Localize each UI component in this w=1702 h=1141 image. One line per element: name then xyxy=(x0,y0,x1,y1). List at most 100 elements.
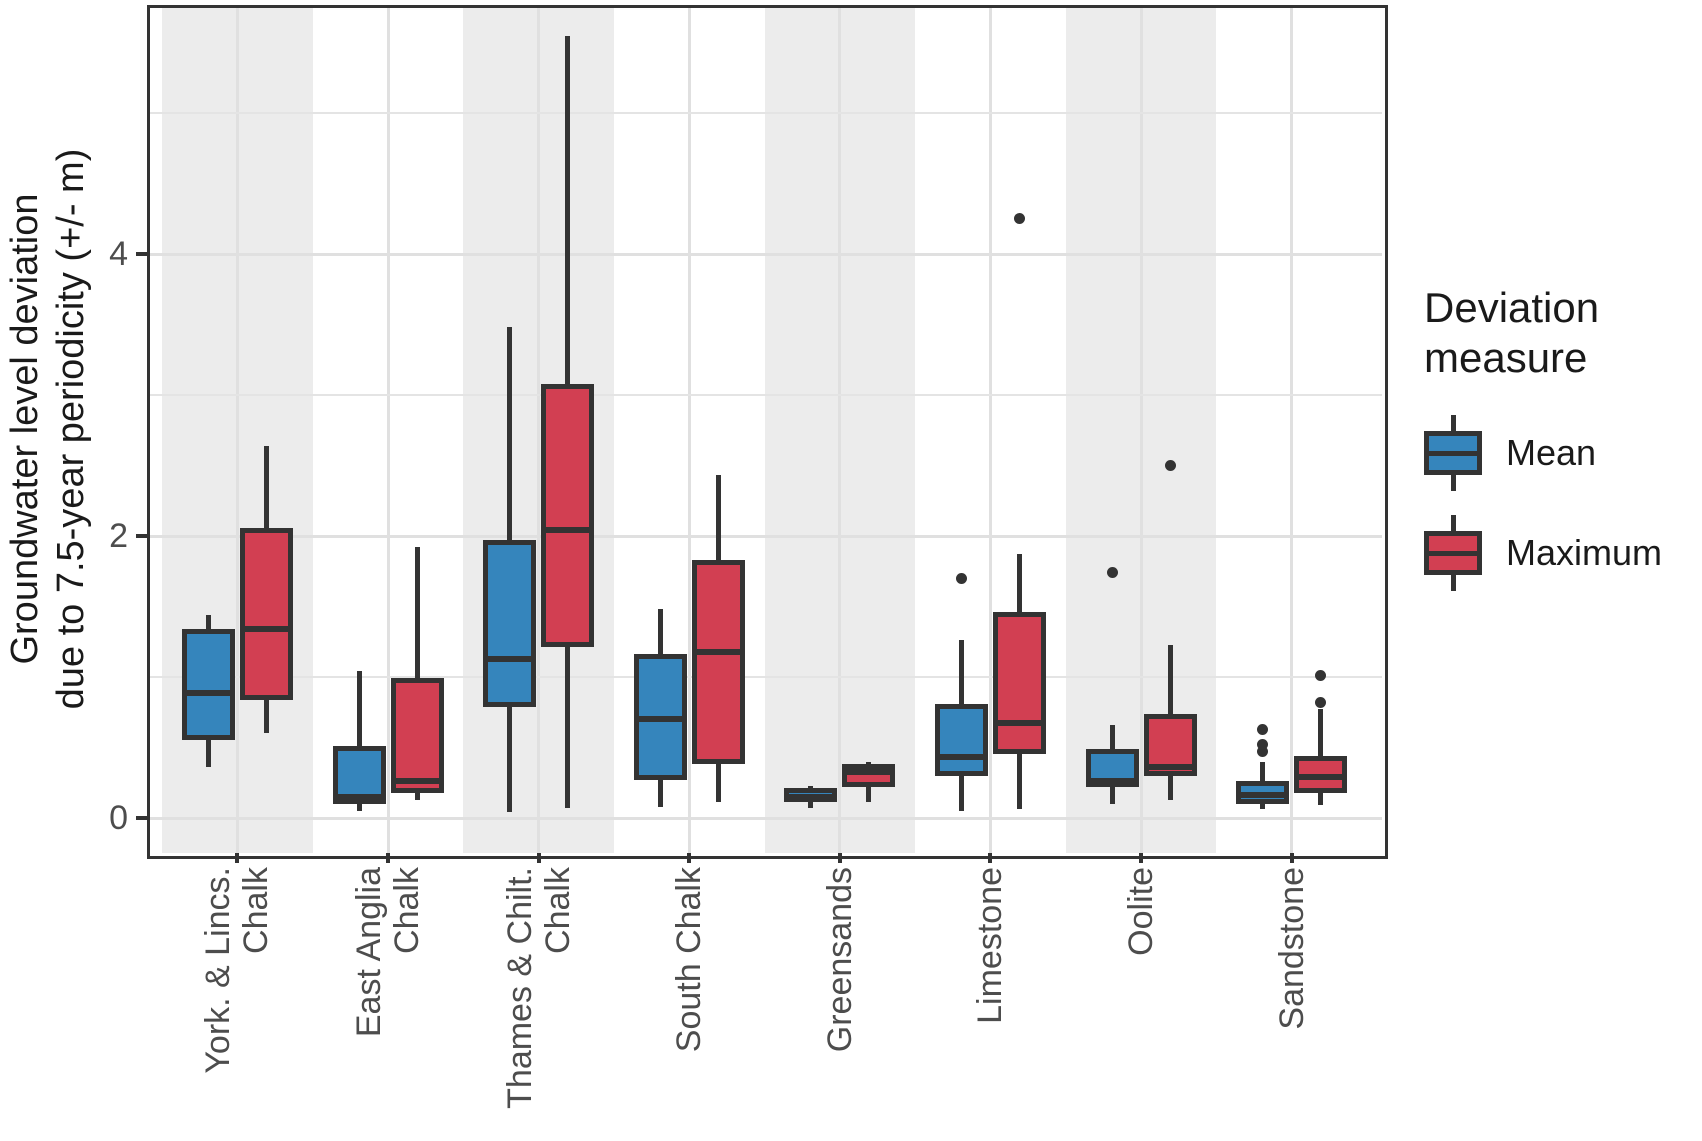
x-tick-mark xyxy=(687,853,692,863)
median-line xyxy=(546,527,590,534)
legend-key-median xyxy=(1429,450,1477,456)
box-maximum xyxy=(992,612,1046,755)
x-tick-label: Oolite xyxy=(1122,867,1160,1141)
outlier-point xyxy=(1257,723,1269,735)
x-tick-label-line: East Anglia xyxy=(350,867,388,1038)
x-tick-mark xyxy=(1139,853,1143,863)
legend-key-median xyxy=(1429,550,1477,556)
median-line xyxy=(847,769,891,776)
median-line xyxy=(789,793,833,800)
y-gridline-minor xyxy=(147,394,1382,396)
x-tick-label: Limestone xyxy=(971,867,1009,1141)
median-line xyxy=(1299,774,1343,781)
x-tick-label-line: Oolite xyxy=(1122,867,1160,956)
outlier-point xyxy=(1164,460,1176,471)
y-gridline-major xyxy=(147,534,1382,538)
x-tick-label: Sandstone xyxy=(1273,867,1311,1141)
x-tick-mark xyxy=(235,853,240,863)
x-gridline xyxy=(687,5,691,853)
x-tick-mark xyxy=(536,853,541,863)
y-axis-title: Groundwater level deviation due to 7.5-y… xyxy=(2,0,94,879)
box-mean xyxy=(332,746,386,804)
outlier-point xyxy=(1106,567,1118,579)
x-gridline xyxy=(1139,5,1143,853)
median-line xyxy=(244,626,288,632)
x-tick-label-line: Limestone xyxy=(971,867,1010,1024)
box-maximum xyxy=(1143,713,1197,776)
plot-panel xyxy=(147,5,1382,853)
x-tick-label-line: Sandstone xyxy=(1272,867,1311,1030)
outlier-point xyxy=(1013,213,1025,225)
y-tick-mark xyxy=(136,534,147,538)
median-line xyxy=(395,778,439,785)
box-maximum xyxy=(541,383,595,648)
whisker-line xyxy=(414,547,420,800)
legend-key-box xyxy=(1424,531,1482,575)
box-mean xyxy=(934,703,988,776)
median-line xyxy=(997,720,1041,727)
median-line xyxy=(696,648,740,655)
median-line xyxy=(488,655,532,662)
y-tick-label: 0 xyxy=(109,799,128,837)
outlier-point xyxy=(1315,696,1327,708)
median-line xyxy=(1090,778,1134,785)
x-gridline xyxy=(386,5,390,853)
legend-entries: Mean Maximum xyxy=(1424,411,1664,595)
median-line xyxy=(186,689,230,696)
y-tick-mark xyxy=(136,816,147,820)
box-maximum xyxy=(1294,756,1348,793)
y-gridline-major xyxy=(147,816,1382,820)
x-tick-label: Greensands xyxy=(821,867,859,1141)
x-gridline xyxy=(988,5,992,853)
median-line xyxy=(1148,764,1192,771)
x-tick-label: York. & Lincs. Chalk xyxy=(199,867,275,1141)
x-tick-label-line: Chalk xyxy=(538,867,577,954)
outlier-point xyxy=(1315,670,1327,682)
box-maximum xyxy=(390,678,444,793)
legend-key-boxplot-icon xyxy=(1424,511,1482,595)
outlier-point xyxy=(1257,739,1269,751)
y-axis-title-line1: Groundwater level deviation xyxy=(4,193,46,665)
box-mean xyxy=(483,540,537,707)
median-line xyxy=(638,716,682,723)
whisker-line xyxy=(356,671,362,811)
y-tick-label: 2 xyxy=(109,517,128,555)
x-gridline xyxy=(235,5,239,853)
box-mean xyxy=(633,654,687,780)
legend-entry-mean: Mean xyxy=(1424,411,1664,495)
box-maximum xyxy=(239,527,293,700)
box-maximum xyxy=(842,764,896,787)
legend-entry-maximum: Maximum xyxy=(1424,511,1664,595)
box-mean xyxy=(1085,748,1139,787)
y-axis-title-line2: due to 7.5-year periodicity (+/- m) xyxy=(50,148,92,710)
legend-entry-label: Mean xyxy=(1506,432,1597,473)
x-tick-mark xyxy=(837,853,842,863)
x-tick-label-line: South Chalk xyxy=(670,867,709,1053)
x-gridline xyxy=(838,5,842,853)
outlier-point xyxy=(955,572,967,584)
x-tick-mark xyxy=(1289,853,1294,863)
outlier-point xyxy=(1257,746,1269,758)
y-gridline-minor xyxy=(147,112,1382,114)
box-mean xyxy=(181,629,235,741)
legend: Deviation measure Mean Maximum xyxy=(1424,283,1664,611)
legend-key-boxplot-icon xyxy=(1424,411,1482,495)
x-tick-label-line: Chalk xyxy=(388,867,426,954)
median-line xyxy=(939,754,983,761)
median-line xyxy=(1241,792,1285,799)
median-line xyxy=(337,793,381,800)
x-gridline xyxy=(537,5,541,853)
x-tick-label: Thames & Chilt. Chalk xyxy=(501,867,577,1141)
legend-entry-label: Maximum xyxy=(1506,532,1663,573)
y-gridline-major xyxy=(147,252,1382,256)
legend-key-box xyxy=(1424,431,1482,475)
box-mean xyxy=(1236,781,1290,804)
y-tick-mark xyxy=(136,252,147,256)
x-tick-mark xyxy=(988,853,993,863)
x-tick-label: East Anglia Chalk xyxy=(350,867,426,1141)
x-tick-mark xyxy=(386,853,390,863)
x-gridline xyxy=(1290,5,1294,853)
x-tick-label-line: Greensands xyxy=(820,867,859,1053)
x-tick-label-line: York. & Lincs. xyxy=(199,867,238,1074)
